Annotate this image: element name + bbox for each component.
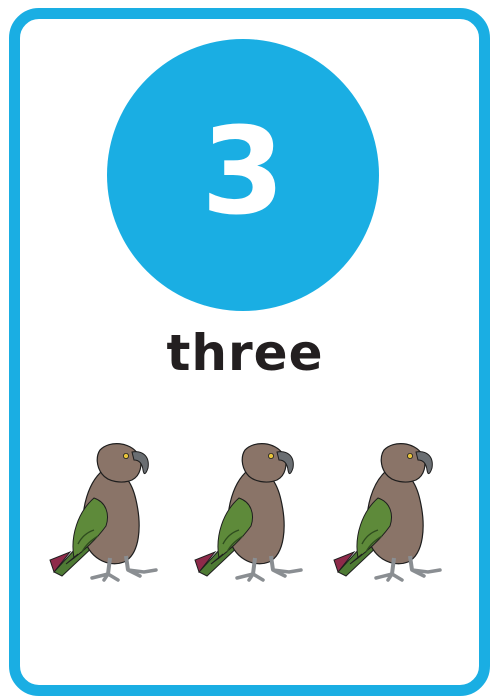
number-word: three xyxy=(0,328,490,378)
kea-parrot-icon xyxy=(332,440,450,585)
number-circle: 3 xyxy=(107,39,379,311)
number-numeral: 3 xyxy=(201,113,285,233)
bird-row xyxy=(0,440,490,590)
kea-parrot-icon xyxy=(48,440,166,585)
kea-parrot-icon xyxy=(193,440,311,585)
